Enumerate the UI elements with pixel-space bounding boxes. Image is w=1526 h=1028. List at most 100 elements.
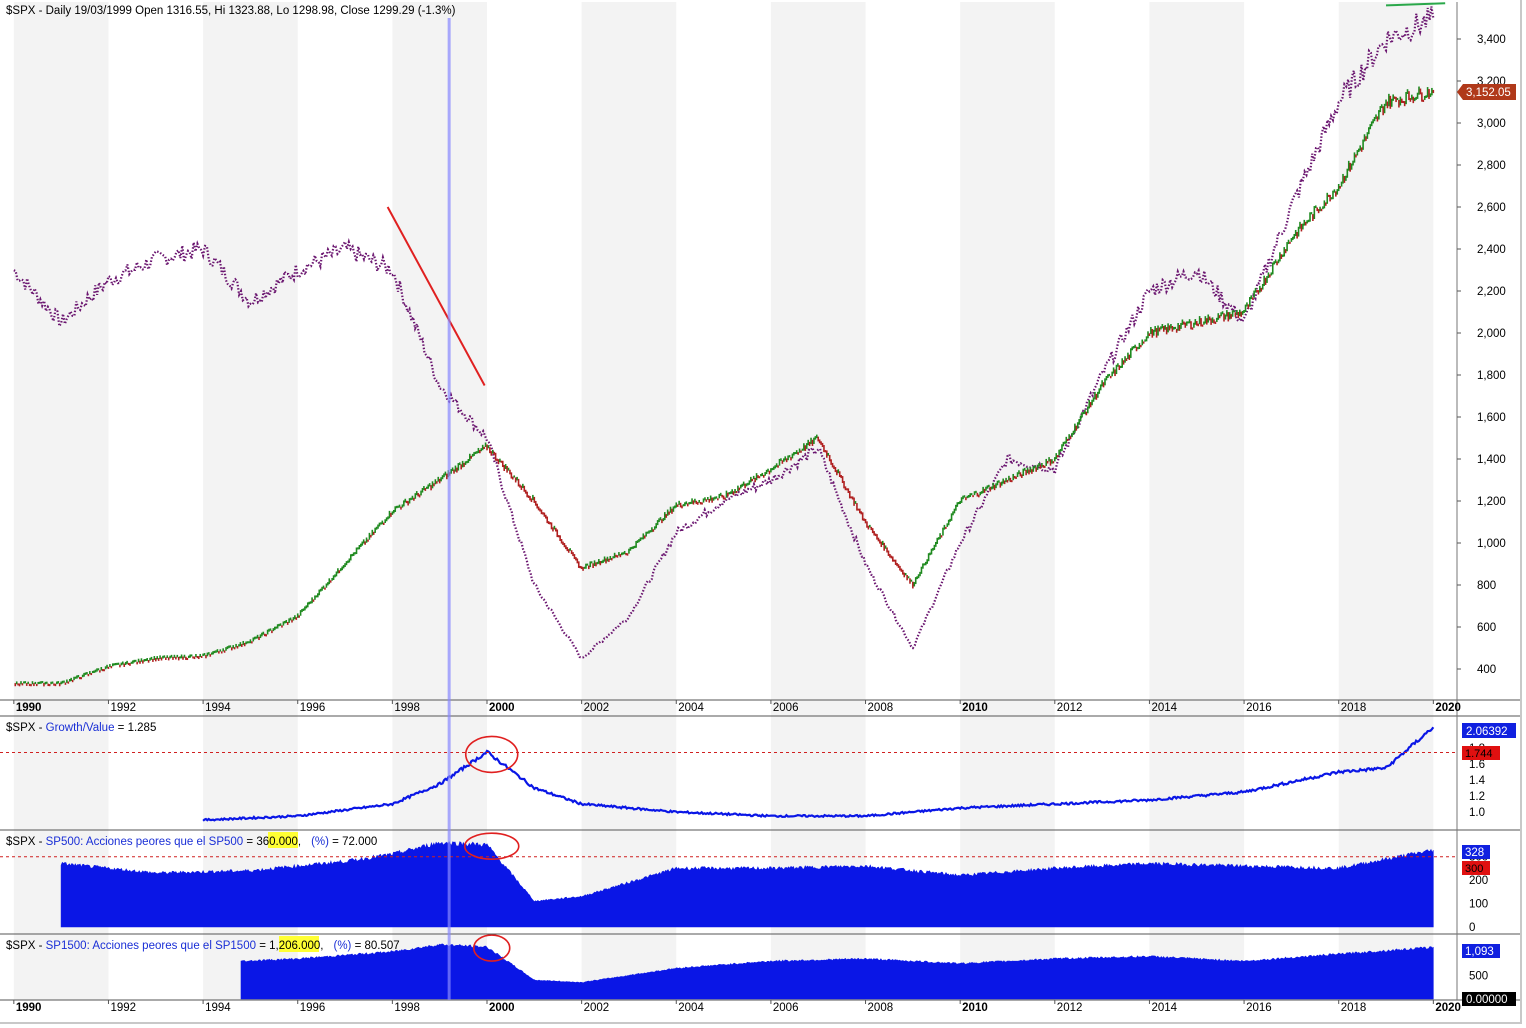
x-tick-label: 1990 (16, 702, 42, 714)
sp500-panel (0, 832, 1457, 928)
growth-panel-label: $SPX - Growth/Value = 1.285 (6, 722, 156, 734)
sp500-ref-tag: 300 (1462, 861, 1490, 875)
svg-text:1,093: 1,093 (1465, 946, 1494, 958)
x-tick-label: 2010 (962, 1002, 988, 1014)
year-bands (13, 2, 1434, 1000)
price-y-tick-label: 800 (1477, 580, 1496, 592)
sp1500-highlight (279, 936, 319, 952)
svg-text:2.06392: 2.06392 (1466, 726, 1508, 738)
x-tick-label: 2004 (678, 702, 704, 714)
x-tick-label: 2008 (868, 1002, 894, 1014)
price-y-tick-label: 2,200 (1477, 286, 1506, 298)
year-band (392, 2, 487, 1000)
svg-text:328: 328 (1465, 847, 1484, 859)
growth-y-tick-label: 1.0 (1469, 807, 1485, 819)
chart-title: $SPX - Daily 19/03/1999 Open 1316.55, Hi… (6, 5, 456, 17)
x-tick-label: 1996 (300, 1002, 326, 1014)
growth-line (202, 726, 1435, 822)
price-y-tick-label: 2,800 (1477, 160, 1506, 172)
price-last-tag: 3,152.05 (1457, 84, 1516, 100)
sp1500-area (240, 943, 1434, 1000)
x-tick-label: 1996 (300, 702, 326, 714)
sp500-highlight (268, 832, 298, 848)
sp500-area (60, 841, 1434, 928)
sp500-panel-label: $SPX - SP500: Acciones peores que el SP5… (6, 836, 377, 848)
x-tick-label: 2000 (489, 702, 515, 714)
x-tick-label: 2018 (1341, 702, 1367, 714)
x-tick-label: 1998 (394, 1002, 420, 1014)
x-tick-label: 2000 (489, 1002, 515, 1014)
svg-text:0.00000: 0.00000 (1466, 994, 1508, 1006)
x-tick-label: 2008 (868, 702, 894, 714)
price-y-tick-label: 1,800 (1477, 370, 1506, 382)
price-y-tick-label: 400 (1477, 664, 1496, 676)
year-band (1338, 2, 1434, 1000)
x-tick-label: 1992 (110, 702, 136, 714)
x-tick-label: 2012 (1057, 702, 1083, 714)
price-y-tick-label: 1,200 (1477, 496, 1506, 508)
x-tick-label: 2006 (773, 702, 799, 714)
x-tick-label: 1990 (16, 1002, 42, 1014)
sp500-y-tick-label: 0 (1469, 922, 1475, 934)
sp500-y-tick-label: 100 (1469, 899, 1488, 911)
x-tick-label: 1992 (110, 1002, 136, 1014)
x-tick-label: 2004 (678, 1002, 704, 1014)
growth-y-tick-label: 1.2 (1469, 791, 1485, 803)
x-tick-label: 2020 (1435, 702, 1461, 714)
x-tick-label: 2002 (584, 1002, 610, 1014)
price-y-tick-label: 1,400 (1477, 454, 1506, 466)
growth-circle (464, 735, 519, 774)
dotted-series-line (13, 6, 1435, 659)
green-top-line (1385, 2, 1446, 7)
price-bars (14, 86, 1435, 687)
x-tick-label: 2016 (1246, 702, 1272, 714)
price-y-tick-label: 3,400 (1477, 34, 1506, 46)
growth-ref-tag: 1.744 (1462, 746, 1500, 760)
growth-y-tick-label: 1.4 (1469, 775, 1486, 787)
svg-text:1.744: 1.744 (1465, 748, 1493, 760)
price-y-tick-label: 2,400 (1477, 244, 1506, 256)
sp1500-last-tag: 1,093 (1462, 944, 1500, 958)
growth-y-tick-label: 1.6 (1469, 759, 1485, 771)
year-band (581, 2, 677, 1000)
x-tick-label: 2016 (1246, 1002, 1272, 1014)
price-y-tick-label: 1,600 (1477, 412, 1506, 424)
x-tick-label: 1994 (205, 702, 231, 714)
year-band (203, 2, 298, 1000)
year-band (960, 2, 1055, 1000)
sp500-circle (463, 832, 520, 860)
x-tick-label: 1994 (205, 1002, 231, 1014)
svg-text:300: 300 (1465, 863, 1483, 875)
sp500-y-tick-label: 200 (1469, 875, 1488, 887)
x-tick-label: 2010 (962, 702, 988, 714)
growth-panel (0, 726, 1457, 822)
x-tick-label: 2014 (1151, 702, 1177, 714)
sp500-last-tag: 328 (1462, 845, 1490, 859)
x-tick-label: 2018 (1341, 1002, 1367, 1014)
sp1500-panel-label: $SPX - SP1500: Acciones peores que el SP… (6, 940, 400, 952)
price-y-tick-label: 3,000 (1477, 118, 1506, 130)
price-y-tick-label: 1,000 (1477, 538, 1506, 550)
red-trend-line (386, 206, 486, 386)
price-y-tick-label: 600 (1477, 622, 1496, 634)
sp1500-panel (240, 934, 1434, 1000)
price-panel (13, 2, 1446, 687)
year-band (13, 2, 109, 1000)
x-tick-label: 2002 (584, 702, 610, 714)
sp1500-circle (472, 934, 511, 962)
svg-text:3,152.05: 3,152.05 (1466, 87, 1511, 99)
price-y-tick-label: 2,600 (1477, 202, 1506, 214)
x-tick-label: 2006 (773, 1002, 799, 1014)
x-tick-label: 2020 (1435, 1002, 1461, 1014)
x-tick-label: 1998 (394, 702, 420, 714)
sp1500-y-tick-label: 500 (1469, 970, 1488, 982)
year-band (770, 2, 866, 1000)
x-tick-label: 2012 (1057, 1002, 1083, 1014)
sp1500-zero-tag: 0.00000 (1462, 992, 1516, 1006)
year-band (1149, 2, 1245, 1000)
growth-last-tag: 2.06392 (1462, 723, 1516, 738)
x-tick-label: 2014 (1151, 1002, 1177, 1014)
